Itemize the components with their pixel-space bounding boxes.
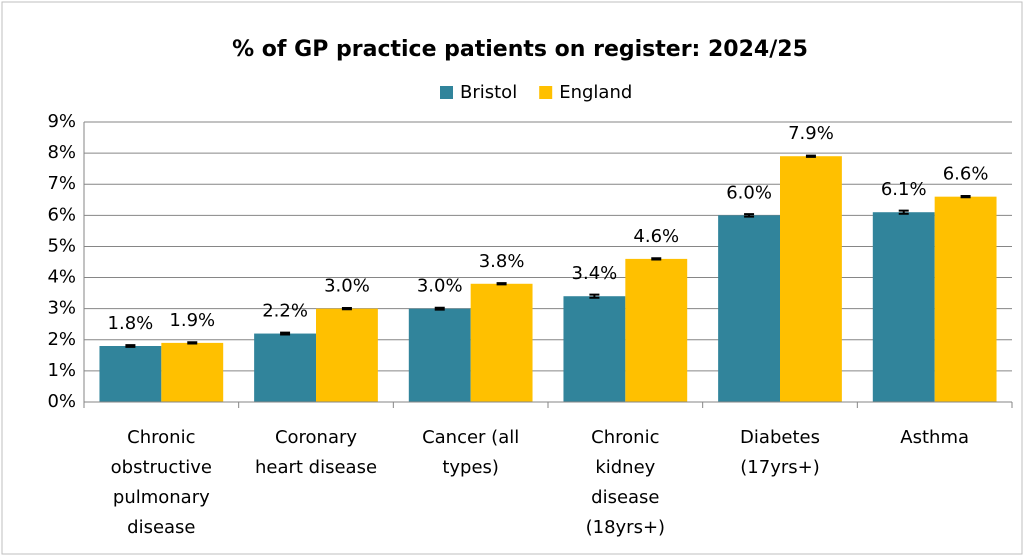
data-label: 3.4% xyxy=(572,263,618,284)
data-label: 3.8% xyxy=(479,251,525,272)
y-tick-label: 7% xyxy=(47,173,76,194)
bar xyxy=(408,308,471,402)
y-tick-label: 9% xyxy=(47,111,76,132)
error-bar xyxy=(125,344,136,348)
x-tick-label: Coronary heart disease xyxy=(255,427,377,478)
bar xyxy=(780,156,842,402)
bar xyxy=(99,346,162,402)
data-label: 2.2% xyxy=(262,301,308,322)
legend-label: Bristol xyxy=(460,82,517,103)
legend-swatch xyxy=(440,86,453,99)
data-label: 3.0% xyxy=(417,276,463,297)
data-label: 7.9% xyxy=(788,123,834,144)
bar xyxy=(718,215,780,402)
y-tick-label: 3% xyxy=(47,298,76,319)
error-bar xyxy=(341,307,352,311)
y-tick-label: 1% xyxy=(47,360,76,381)
data-label: 1.8% xyxy=(108,313,154,334)
bar xyxy=(872,212,935,402)
y-tick-label: 4% xyxy=(47,267,76,288)
legend-swatch xyxy=(539,86,553,99)
y-tick-label: 6% xyxy=(47,204,76,225)
error-bar xyxy=(805,154,816,158)
error-bar xyxy=(651,257,662,261)
error-bar xyxy=(898,209,909,215)
bar xyxy=(934,196,997,402)
y-tick-label: 5% xyxy=(47,235,76,256)
data-label: 3.0% xyxy=(324,276,370,297)
x-tick-label: Diabetes (17yrs+) xyxy=(740,427,820,478)
y-tick-label: 2% xyxy=(47,329,76,350)
error-bar xyxy=(280,331,291,336)
x-tick-label: Chronic kidney disease (18yrs+) xyxy=(586,427,665,538)
error-bar xyxy=(187,341,198,345)
bar xyxy=(161,342,224,402)
bar xyxy=(563,296,626,402)
bar xyxy=(254,333,316,402)
data-label: 6.1% xyxy=(881,179,927,200)
error-bar xyxy=(960,195,971,199)
error-bar xyxy=(589,293,600,299)
y-tick-label: 0% xyxy=(47,391,76,412)
data-label: 4.6% xyxy=(633,226,679,247)
data-label: 6.0% xyxy=(726,182,772,203)
bar xyxy=(316,308,378,402)
chart-title: % of GP practice patients on register: 2… xyxy=(232,37,808,62)
bar xyxy=(470,283,533,402)
legend-label: England xyxy=(559,82,632,103)
y-tick-label: 8% xyxy=(47,142,76,163)
error-bar xyxy=(434,306,445,311)
error-bar xyxy=(496,282,507,286)
error-bar xyxy=(744,213,755,218)
data-label: 1.9% xyxy=(169,310,215,331)
x-tick-label: Asthma xyxy=(900,427,969,448)
x-tick-label: Cancer (all types) xyxy=(422,427,519,478)
data-label: 6.6% xyxy=(943,164,989,185)
x-tick-label: Chronic obstructive pulmonary disease xyxy=(111,427,212,538)
bar xyxy=(625,258,688,402)
